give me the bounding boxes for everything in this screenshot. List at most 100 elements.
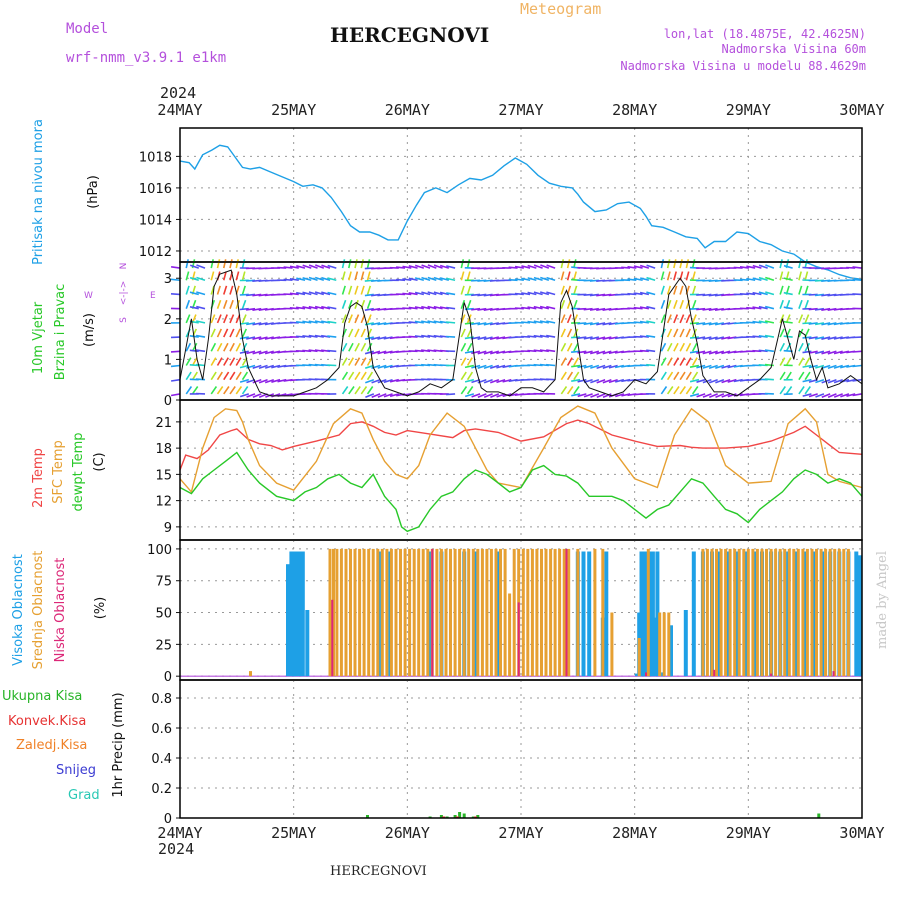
temp-ylabel-1: 2m Temp xyxy=(31,448,46,508)
wind-arrow xyxy=(460,259,465,269)
mid-cloud-bar xyxy=(328,548,332,677)
wind-arrow xyxy=(502,364,512,369)
mid-cloud-bar xyxy=(371,548,375,677)
low-cloud-bar xyxy=(713,669,716,677)
wind-arrow xyxy=(514,278,524,282)
wind-arrow xyxy=(354,259,358,269)
mid-cloud-bar xyxy=(593,548,597,677)
mid-cloud-bar xyxy=(249,671,252,677)
compass-w: W xyxy=(84,291,93,301)
wind-arrow xyxy=(277,378,287,383)
mid-cloud-bar xyxy=(778,548,782,677)
y-tick-label: 0.6 xyxy=(151,722,172,737)
mid-cloud-bar xyxy=(646,548,650,677)
bottom-date-tick: 26MAY xyxy=(385,824,430,842)
wind-arrow xyxy=(371,393,381,399)
wind-arrow xyxy=(264,364,275,369)
wind-arrow xyxy=(533,334,543,338)
wind-arrow xyxy=(533,291,543,296)
wind-arrow xyxy=(685,259,690,269)
wind-arrow xyxy=(527,277,537,282)
mid-cloud-bar xyxy=(810,548,814,677)
mid-cloud-bar xyxy=(394,548,398,677)
mid-cloud-bar xyxy=(453,548,457,677)
wind-arrow xyxy=(421,264,431,269)
wind-arrow xyxy=(229,371,236,381)
wind-arrow xyxy=(573,285,578,295)
wind-arrow xyxy=(302,277,312,282)
pressure-unit: (hPa) xyxy=(86,175,101,209)
mid-cloud-bar xyxy=(503,548,507,677)
wind-arrow xyxy=(439,291,450,296)
mid-cloud-bar xyxy=(562,548,566,677)
y-tick-label: 1 xyxy=(164,353,172,368)
wind-arrow xyxy=(615,393,625,398)
wind-arrow xyxy=(689,336,699,339)
y-tick-label: 2 xyxy=(164,313,172,328)
wind-arrow xyxy=(433,276,443,282)
wind-arrow xyxy=(666,314,672,324)
wind-arrow xyxy=(365,393,375,398)
mid-cloud-bar xyxy=(746,548,750,677)
wind-arrow xyxy=(466,357,473,366)
wind-arrow xyxy=(673,259,677,269)
wind-arrow xyxy=(802,364,812,368)
wind-arrow xyxy=(666,342,673,352)
wind-arrow xyxy=(639,306,650,310)
wind-arrow xyxy=(589,307,599,311)
wind-arrow xyxy=(779,386,786,395)
wind-arrow xyxy=(216,285,221,295)
wind-arrow xyxy=(708,322,718,326)
wind-arrow xyxy=(360,259,364,269)
wind-arrow xyxy=(396,278,406,282)
wind-arrow xyxy=(348,259,352,269)
wind-arrow xyxy=(785,386,793,395)
wind-arrow xyxy=(348,314,353,324)
wind-arrow xyxy=(804,314,810,324)
wind-arrow xyxy=(490,378,500,384)
wind-arrow xyxy=(371,336,381,341)
wind-arrow xyxy=(420,349,431,353)
mid-cloud-bar xyxy=(601,548,605,677)
mid-cloud-bar xyxy=(335,548,339,677)
high-cloud-bar xyxy=(803,551,808,677)
wind-arrow xyxy=(289,265,299,269)
total-precip-bar xyxy=(458,812,462,818)
wind-arrow xyxy=(715,364,725,369)
wind-arrow xyxy=(191,386,199,395)
wind-arrow xyxy=(804,285,809,295)
mid-cloud-bar xyxy=(751,548,755,677)
wind-arrow xyxy=(341,271,346,281)
wind-arrow xyxy=(804,342,811,352)
wind-arrow xyxy=(602,378,612,384)
mid-cloud-bar xyxy=(512,548,516,677)
precip-axis-title: Ukupna Kisa Konvek.Kisa Zaledj.Kisa Snij… xyxy=(2,689,126,803)
mid-cloud-bar xyxy=(553,548,557,677)
wind-arrow xyxy=(258,378,268,384)
wind-arrow xyxy=(327,349,337,353)
mid-cloud-bar xyxy=(367,548,371,677)
wind-arrow xyxy=(673,357,680,366)
bottom-date-tick: 25MAY xyxy=(271,824,316,842)
mid-cloud-bar xyxy=(467,548,471,677)
wind-arrow xyxy=(758,305,768,310)
mid-cloud-bar xyxy=(399,548,402,677)
wind-arrow xyxy=(715,393,725,398)
wind-arrow xyxy=(691,371,699,381)
high-cloud-bar xyxy=(641,551,646,677)
wind-arrow xyxy=(295,306,306,310)
wind-arrow xyxy=(533,305,543,310)
wind-arrow xyxy=(389,393,400,398)
wind-arrow xyxy=(833,378,843,384)
wind-arrow xyxy=(691,342,698,352)
wind-arrow xyxy=(477,336,487,340)
high-cloud-bar xyxy=(794,551,799,677)
wind-arrow xyxy=(371,378,381,384)
wind-arrow xyxy=(446,321,456,324)
wind-arrow xyxy=(527,264,537,269)
wind-arrow xyxy=(446,292,456,296)
wind-arrow xyxy=(840,393,850,398)
wind-arrow xyxy=(758,291,768,296)
wind-arrow xyxy=(539,320,550,324)
wind-arrow xyxy=(583,293,593,296)
